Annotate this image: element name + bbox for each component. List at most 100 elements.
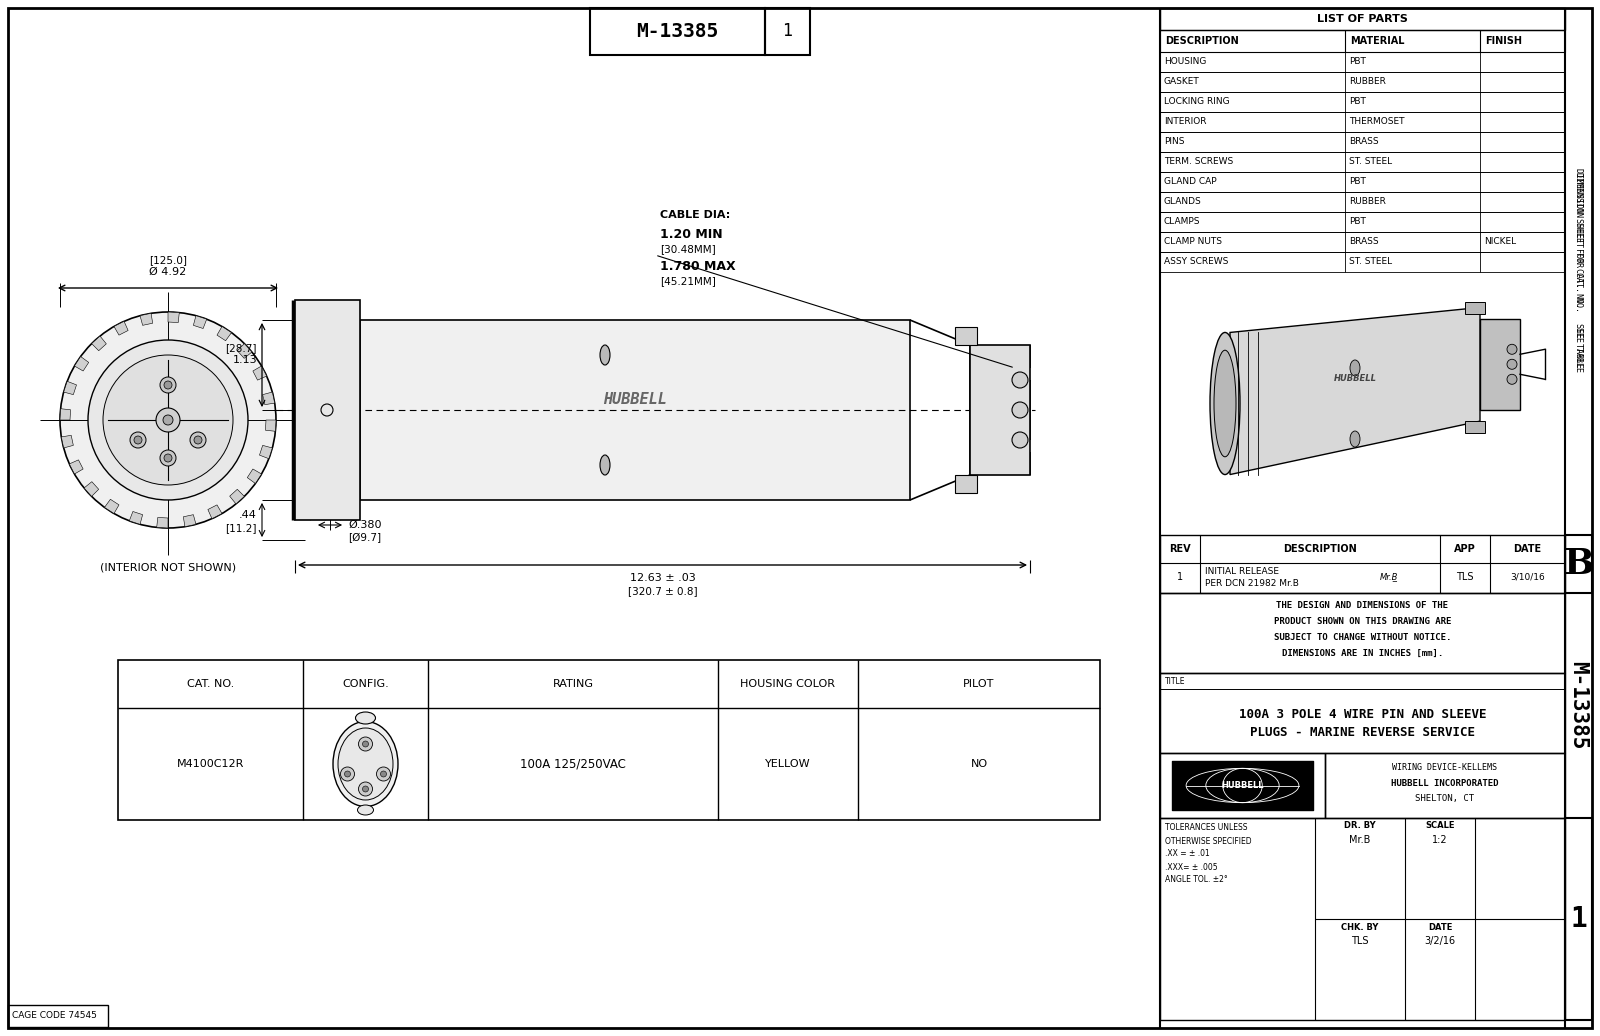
Text: HUBBELL: HUBBELL: [603, 393, 667, 407]
Text: (INTERIOR NOT SHOWN): (INTERIOR NOT SHOWN): [99, 563, 237, 573]
Bar: [1466, 421, 1485, 433]
Bar: [1160, 535, 1565, 593]
Circle shape: [130, 432, 146, 448]
Polygon shape: [114, 321, 128, 335]
Bar: [1160, 52, 1565, 71]
Text: YELLOW: YELLOW: [765, 759, 811, 769]
Polygon shape: [130, 512, 142, 524]
Text: 1.13: 1.13: [232, 355, 258, 365]
Polygon shape: [75, 356, 88, 371]
Text: RATING: RATING: [552, 679, 594, 689]
Text: ST. STEEL: ST. STEEL: [1349, 157, 1392, 167]
Text: 3/2/16: 3/2/16: [1424, 936, 1456, 946]
Circle shape: [194, 436, 202, 444]
Text: 1:2: 1:2: [1432, 835, 1448, 845]
Bar: [1160, 818, 1565, 1020]
Polygon shape: [253, 366, 267, 380]
Text: 100A 125/250VAC: 100A 125/250VAC: [520, 757, 626, 771]
Bar: [1160, 132, 1565, 152]
Text: HUBBELL: HUBBELL: [1333, 374, 1376, 383]
Polygon shape: [61, 409, 70, 420]
Circle shape: [134, 436, 142, 444]
Text: RUBBER: RUBBER: [1349, 198, 1386, 206]
Text: M-13385: M-13385: [1568, 661, 1589, 750]
Circle shape: [344, 771, 350, 777]
Bar: [1466, 303, 1485, 315]
Circle shape: [88, 340, 248, 500]
Bar: [1565, 818, 1592, 1020]
Text: HUBBELL: HUBBELL: [1221, 781, 1264, 790]
Text: PBT: PBT: [1349, 218, 1366, 227]
Text: DR. BY: DR. BY: [1344, 822, 1376, 831]
Text: DATE: DATE: [1427, 922, 1453, 931]
Circle shape: [165, 454, 173, 462]
Polygon shape: [262, 392, 275, 405]
Polygon shape: [184, 515, 195, 526]
Text: LOCKING RING: LOCKING RING: [1165, 97, 1230, 107]
Text: APP: APP: [1454, 544, 1475, 554]
Text: 1.780 MAX: 1.780 MAX: [661, 260, 736, 274]
Text: DIMENSIONS ARE IN INCHES [mm].: DIMENSIONS ARE IN INCHES [mm].: [1282, 649, 1443, 658]
Circle shape: [358, 782, 373, 796]
Bar: [1160, 30, 1565, 52]
Text: INTERIOR: INTERIOR: [1165, 117, 1206, 126]
Text: Mr.B: Mr.B: [1349, 835, 1371, 845]
Polygon shape: [218, 326, 232, 341]
Bar: [294, 300, 360, 520]
Text: 100A 3 POLE 4 WIRE PIN AND SLEEVE: 100A 3 POLE 4 WIRE PIN AND SLEEVE: [1238, 709, 1486, 721]
Bar: [1160, 212, 1565, 232]
Circle shape: [190, 432, 206, 448]
Bar: [1160, 232, 1565, 252]
Text: CONFIG.: CONFIG.: [342, 679, 389, 689]
Polygon shape: [157, 517, 168, 528]
Text: CLAMPS: CLAMPS: [1165, 218, 1200, 227]
Text: CAT. NO.: CAT. NO.: [187, 679, 234, 689]
Circle shape: [163, 415, 173, 425]
Bar: [1325, 753, 1565, 818]
Text: M-13385: M-13385: [637, 22, 718, 41]
Text: MATERIAL: MATERIAL: [1350, 36, 1405, 46]
Circle shape: [381, 771, 387, 777]
Polygon shape: [141, 313, 152, 325]
Polygon shape: [85, 482, 99, 496]
Text: INITIAL RELEASE: INITIAL RELEASE: [1205, 567, 1278, 576]
Bar: [360, 320, 910, 500]
Text: NO: NO: [971, 759, 987, 769]
Text: [30.48MM]: [30.48MM]: [661, 244, 715, 254]
Polygon shape: [194, 316, 206, 328]
Bar: [1480, 319, 1520, 410]
Text: Ø 4.92: Ø 4.92: [149, 267, 187, 277]
Text: PBT: PBT: [1349, 97, 1366, 107]
Text: .XX = ± .01: .XX = ± .01: [1165, 850, 1210, 859]
Bar: [1160, 112, 1565, 132]
Polygon shape: [248, 469, 261, 484]
Polygon shape: [259, 445, 272, 459]
Text: THERMOSET: THERMOSET: [1349, 117, 1405, 126]
Text: OTHERWISE SPECIFIED: OTHERWISE SPECIFIED: [1165, 836, 1251, 845]
Text: PILOT: PILOT: [963, 679, 995, 689]
Bar: [1160, 673, 1565, 753]
Circle shape: [165, 381, 173, 388]
Text: DESCRIPTION: DESCRIPTION: [1283, 544, 1357, 554]
Circle shape: [1013, 372, 1027, 388]
Circle shape: [363, 786, 368, 792]
Text: REV: REV: [1170, 544, 1190, 554]
Text: GLANDS: GLANDS: [1165, 198, 1202, 206]
Polygon shape: [237, 344, 251, 358]
Polygon shape: [230, 489, 245, 503]
Bar: [1160, 8, 1565, 30]
Text: PER DCN 21982 Mr.B: PER DCN 21982 Mr.B: [1205, 578, 1299, 587]
Bar: [1160, 192, 1565, 212]
Circle shape: [61, 312, 277, 528]
Bar: [590, 8, 765, 55]
Text: PLUGS - MARINE REVERSE SERVICE: PLUGS - MARINE REVERSE SERVICE: [1250, 726, 1475, 740]
Text: 1: 1: [782, 23, 792, 40]
Text: CABLE DIA:: CABLE DIA:: [661, 210, 730, 220]
Circle shape: [157, 408, 179, 432]
Text: GASKET: GASKET: [1165, 78, 1200, 86]
Text: 1.20 MIN: 1.20 MIN: [661, 229, 723, 241]
Circle shape: [1507, 344, 1517, 354]
Ellipse shape: [333, 721, 398, 806]
Ellipse shape: [600, 455, 610, 474]
Text: [320.7 ± 0.8]: [320.7 ± 0.8]: [627, 586, 698, 596]
